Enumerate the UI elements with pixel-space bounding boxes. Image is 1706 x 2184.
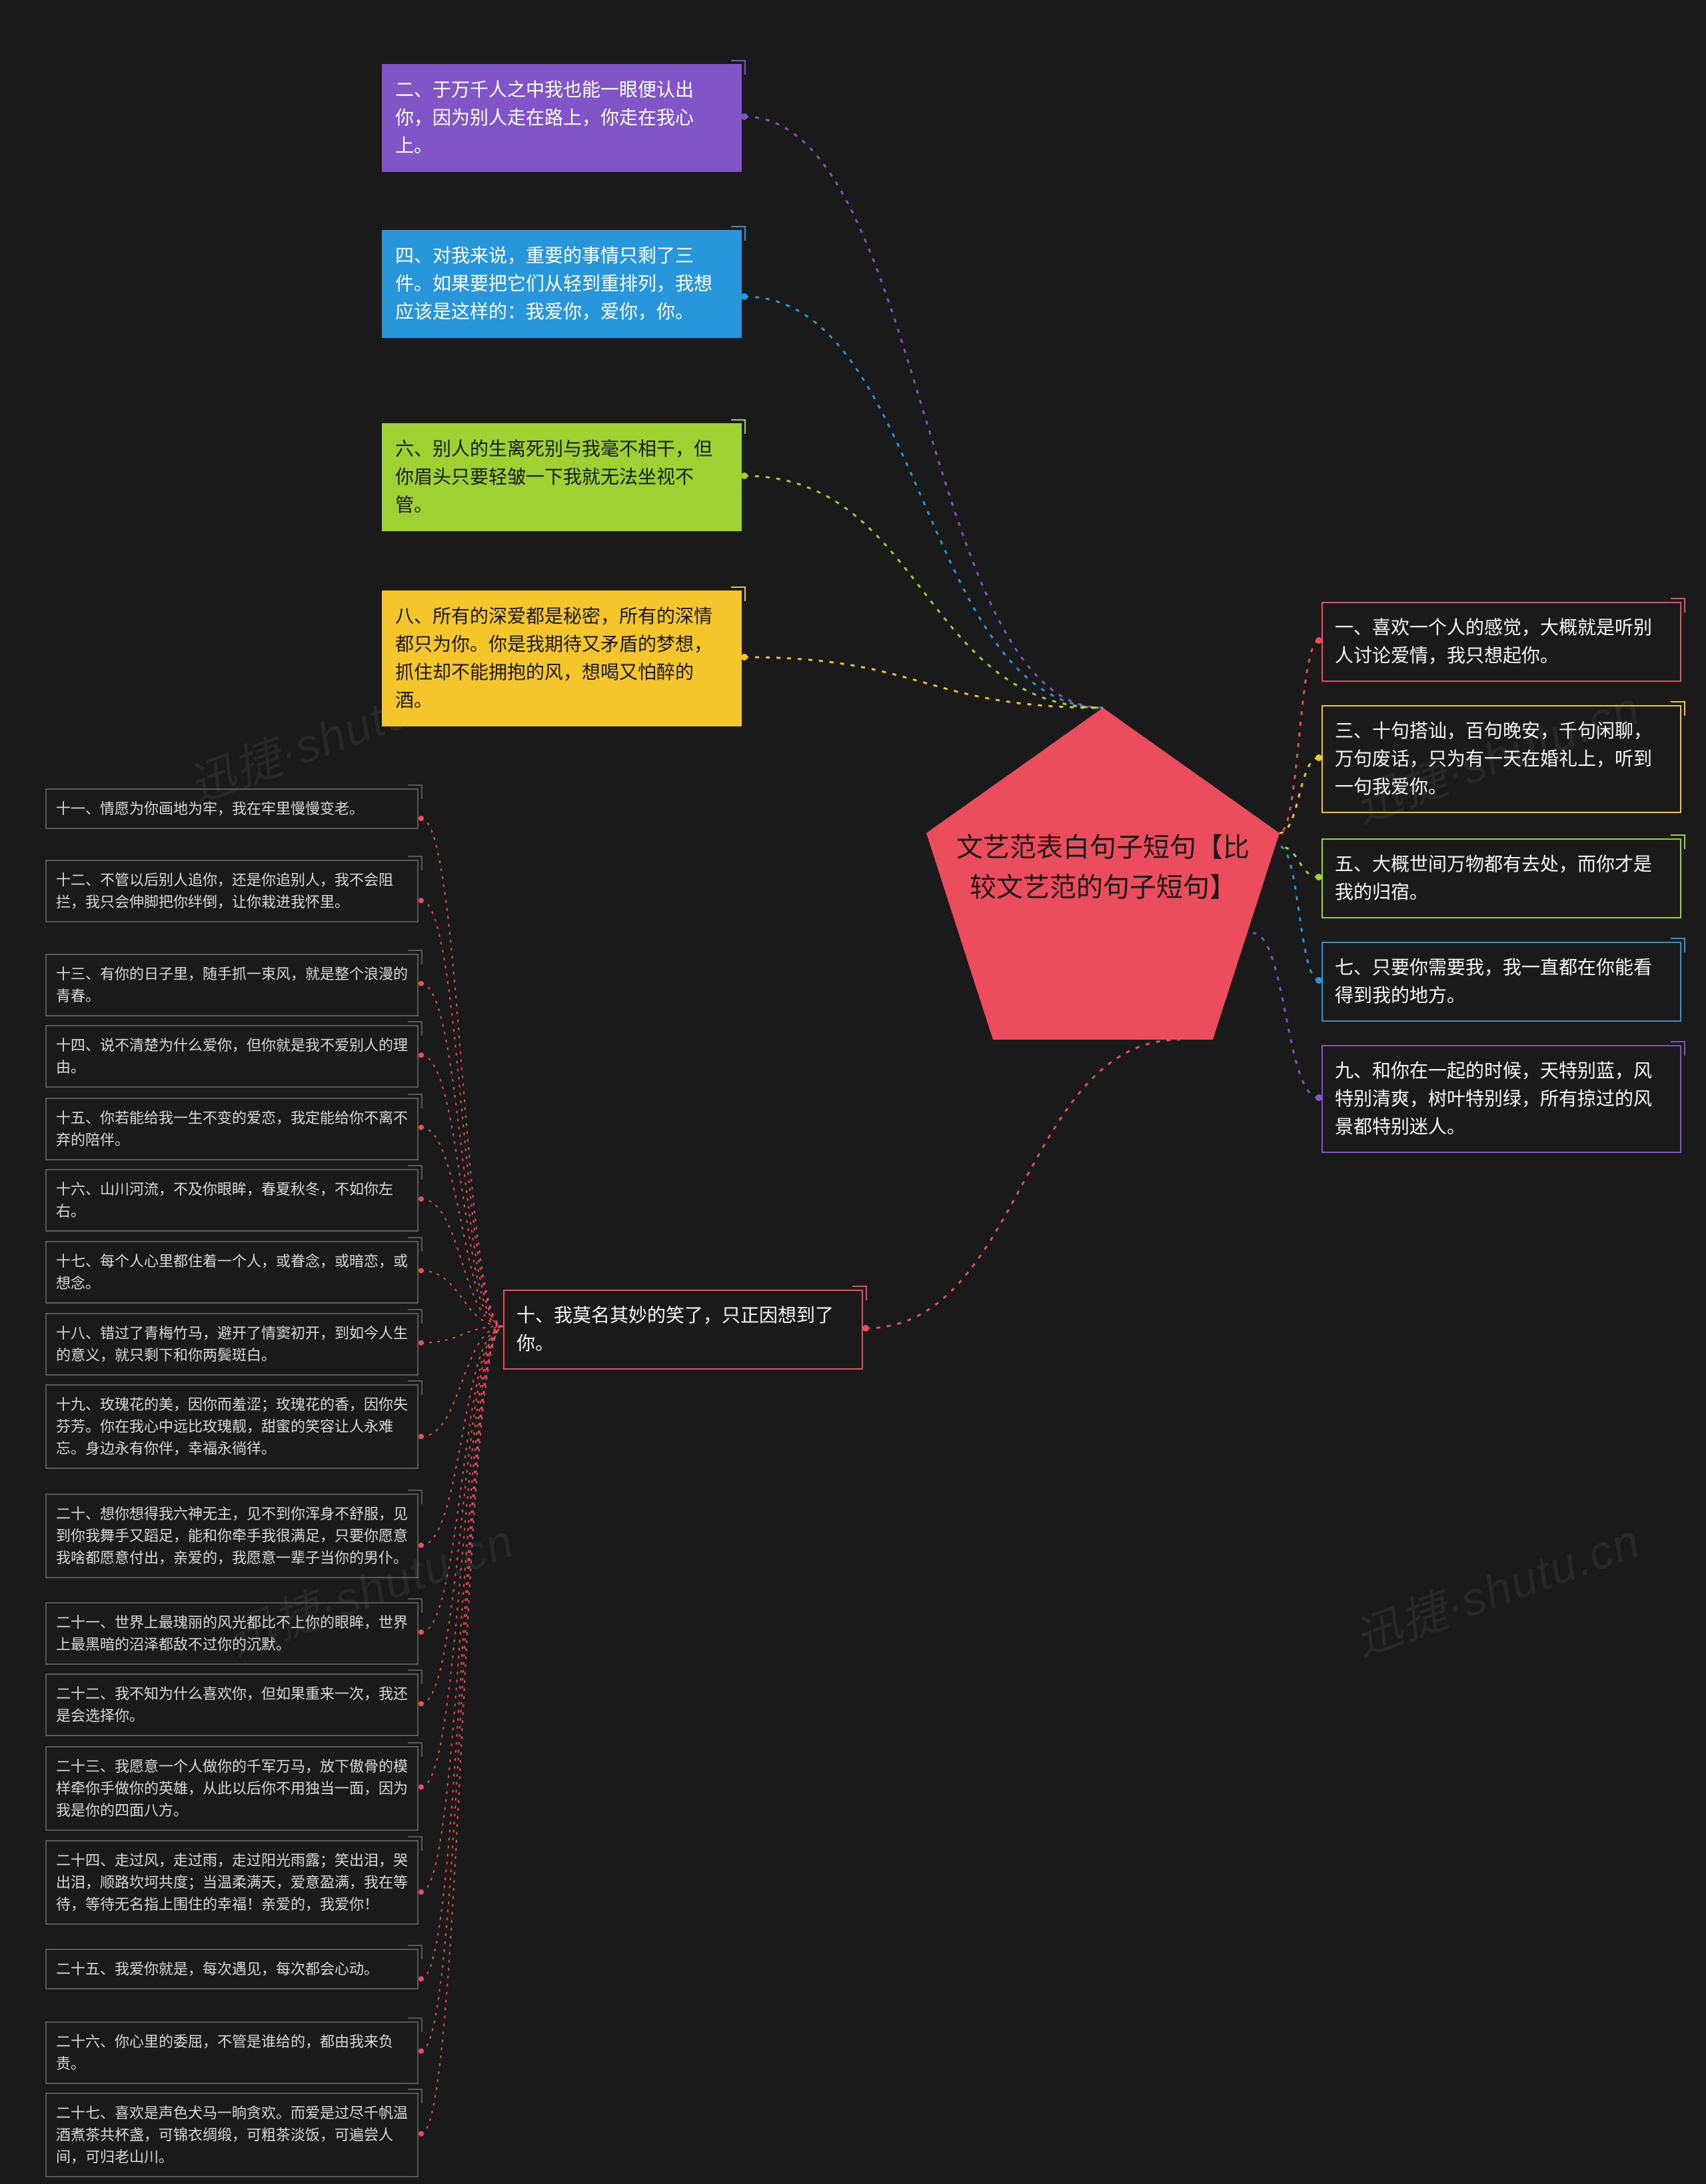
sub-branch-node: 十一、情愿为你画地为牢，我在牢里慢慢变老。 — [45, 788, 419, 829]
sub-branch-node: 十二、不管以后别人追你，还是你追别人，我不会阻拦，我只会伸脚把你绊倒，让你栽进我… — [45, 860, 419, 922]
branch-node: 三、十句搭讪，百句晚安，千句闲聊，万句废话，只为有一天在婚礼上，听到一句我爱你。 — [1321, 705, 1681, 813]
branch-node: 八、所有的深爱都是秘密，所有的深情都只为你。你是我期待又矛盾的梦想，抓住却不能拥… — [382, 590, 742, 726]
branch-node: 五、大概世间万物都有去处，而你才是我的归宿。 — [1321, 838, 1681, 918]
branch-node: 六、别人的生离死别与我毫不相干，但你眉头只要轻皱一下我就无法坐视不管。 — [382, 423, 742, 531]
sub-branch-node: 十七、每个人心里都住着一个人，或眷念，或暗恋，或想念。 — [45, 1241, 419, 1304]
sub-branch-node: 二十三、我愿意一个人做你的千军万马，放下傲骨的模样牵你手做你的英雄，从此以后你不… — [45, 1746, 419, 1831]
sub-branch-node: 十八、错过了青梅竹马，避开了情窦初开，到如今人生的意义，就只剩下和你两鬓斑白。 — [45, 1313, 419, 1376]
mindmap-canvas: 文艺范表白句子短句【比较文艺范的句子短句】 二、于万千人之中我也能一眼便认出你，… — [0, 0, 1706, 2184]
branch-node: 二、于万千人之中我也能一眼便认出你，因为别人走在路上，你走在我心上。 — [382, 64, 742, 172]
sub-branch-node: 二十、想你想得我六神无主，见不到你浑身不舒服，见到你我舞手又蹈足，能和你牵手我很… — [45, 1494, 419, 1578]
sub-branch-node: 二十四、走过风，走过雨，走过阳光雨露；笑出泪，哭出泪，顺路坎坷共度；当温柔满天，… — [45, 1840, 419, 1925]
sub-branch-node: 二十七、喜欢是声色犬马一晌贪欢。而爱是过尽千帆温酒煮茶共杯盏，可锦衣绸缎，可粗茶… — [45, 2093, 419, 2177]
sub-branch-node: 二十一、世界上最瑰丽的风光都比不上你的眼眸，世界上最黑暗的沼泽都敌不过你的沉默。 — [45, 1602, 419, 1665]
sub-branch-node: 十九、玫瑰花的美，因你而羞涩；玫瑰花的香，因你失芬芳。你在我心中远比玫瑰靓，甜蜜… — [45, 1384, 419, 1469]
sub-branch-node: 十六、山川河流，不及你眼眸，春夏秋冬，不如你左右。 — [45, 1169, 419, 1232]
branch-node: 九、和你在一起的时候，天特别蓝，风特别清爽，树叶特别绿，所有掠过的风景都特别迷人… — [1321, 1045, 1681, 1153]
center-node-label: 文艺范表白句子短句【比较文艺范的句子短句】 — [956, 828, 1250, 908]
sub-branch-node: 十三、有你的日子里，随手抓一束风，就是整个浪漫的青春。 — [45, 954, 419, 1016]
sub-branch-node: 二十五、我爱你就是，每次遇见，每次都会心动。 — [45, 1949, 419, 1989]
watermark-text: 迅捷·shutu.cn — [1343, 1504, 1648, 1669]
sub-branch-node: 十四、说不清楚为什么爱你，但你就是我不爱别人的理由。 — [45, 1025, 419, 1088]
sub-branch-node: 十五、你若能给我一生不变的爱恋，我定能给你不离不弃的陪伴。 — [45, 1098, 419, 1160]
branch-node: 十、我莫名其妙的笑了，只正因想到了你。 — [503, 1290, 863, 1370]
branch-node: 一、喜欢一个人的感觉，大概就是听别人讨论爱情，我只想起你。 — [1321, 602, 1681, 682]
branch-node: 七、只要你需要我，我一直都在你能看得到我的地方。 — [1321, 942, 1681, 1022]
branch-node: 四、对我来说，重要的事情只剩了三件。如果要把它们从轻到重排列，我想应该是这样的：… — [382, 230, 742, 338]
sub-branch-node: 二十六、你心里的委屈，不管是谁给的，都由我来负责。 — [45, 2021, 419, 2084]
sub-branch-node: 二十二、我不知为什么喜欢你，但如果重来一次，我还是会选择你。 — [45, 1673, 419, 1736]
